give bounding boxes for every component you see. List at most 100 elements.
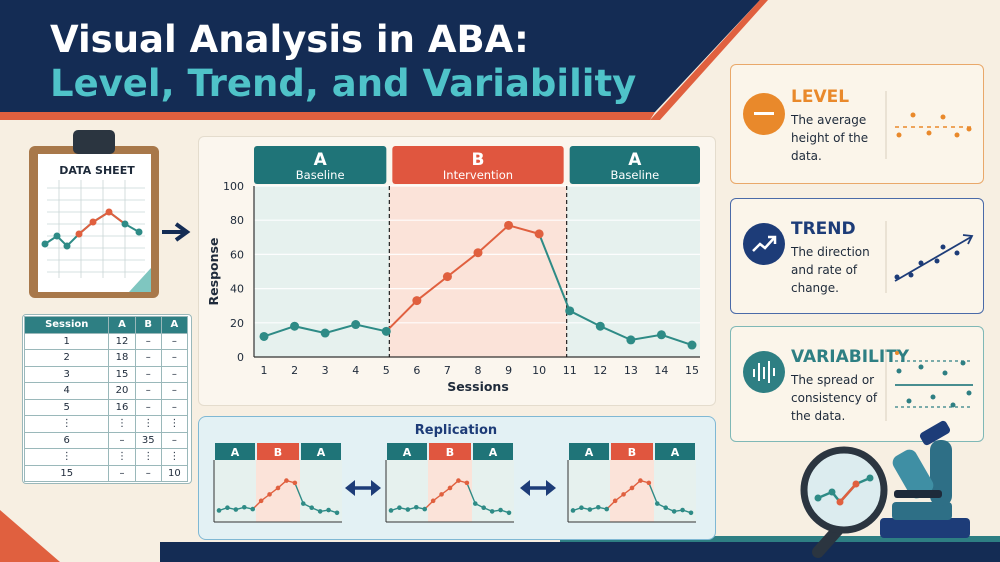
data-point (290, 321, 300, 331)
x-tick-label: 13 (624, 364, 638, 377)
table-cell: 10 (160, 464, 189, 482)
table-cell: – (134, 349, 162, 367)
mini-data-point (456, 478, 461, 483)
data-point (595, 321, 605, 331)
mini-data-point (464, 480, 470, 486)
x-tick-label: 7 (444, 364, 451, 377)
main-chart: ABaselineBInterventionABaseline020406080… (206, 146, 700, 394)
mini-phase-label: B (628, 446, 636, 459)
data-point (656, 330, 666, 340)
mini-data-point (489, 509, 495, 514)
x-tick-label: 2 (291, 364, 298, 377)
data-table: Session A B A 1 12– –2 18– –3 15– –4 20– –5 16– – ⋮ ⋮ ⋮ ⋮… (23, 316, 189, 482)
y-axis-label: Response (206, 238, 221, 306)
phase-connector-line (538, 233, 571, 312)
table-header-cell: A (108, 316, 136, 334)
double-arrow-head-right (546, 480, 556, 496)
mini-phase-label: A (403, 446, 412, 459)
table-cell: – (134, 464, 162, 482)
table-cell: – (108, 464, 136, 482)
data-point (320, 328, 330, 338)
mini-data-point (233, 507, 239, 512)
table-cell: ⋮ (134, 448, 162, 466)
mini-data-point (663, 505, 669, 511)
table-cell: ⋮ (23, 415, 110, 433)
table-cell: 20 (108, 382, 136, 400)
table-cell: – (160, 398, 189, 416)
phase-connector-line (385, 299, 418, 333)
table-cell: – (108, 431, 136, 449)
x-tick-label: 10 (532, 364, 546, 377)
x-tick-label: 1 (261, 364, 268, 377)
data-point (534, 229, 544, 239)
data-point (412, 296, 422, 306)
phase-a1-label: Baseline (296, 168, 345, 182)
table-cell: ⋮ (23, 448, 110, 466)
double-arrow-icon (520, 480, 556, 496)
y-tick-label: 40 (230, 283, 244, 296)
trend-card: TREND The direction and rate of change. (730, 198, 984, 314)
phase-a2-background (566, 186, 700, 357)
double-arrow-icon (345, 480, 381, 496)
table-cell: 16 (108, 398, 136, 416)
table-cell: ⋮ (108, 448, 136, 466)
table-cell: – (134, 398, 162, 416)
data-table-panel: Session A B A 1 12– –2 18– –3 15– –4 20– –5 16– – ⋮ ⋮ ⋮ ⋮… (22, 314, 192, 484)
mini-phase-header (215, 443, 255, 460)
mini-data-point (216, 508, 222, 513)
mini-data-point (317, 509, 323, 514)
table-row: 2 18– – (23, 349, 189, 367)
mini-data-point (621, 492, 626, 497)
table-cell: – (160, 349, 189, 367)
mini-phase-header (569, 443, 609, 460)
mini-phase-header (655, 443, 695, 460)
trend-line-icon (885, 221, 974, 293)
table-cell: 15 (108, 365, 136, 383)
x-tick-label: 15 (685, 364, 699, 377)
phase-a1-letter: A (314, 150, 328, 170)
y-tick-label: 80 (230, 214, 244, 227)
bottom-decoration (0, 510, 1000, 562)
double-arrow-head-left (520, 480, 530, 496)
mini-phase-background (568, 460, 610, 522)
variability-dots-icon (885, 349, 973, 421)
table-cell: – (160, 332, 189, 350)
mini-data-point (447, 485, 453, 491)
table-cell: 12 (108, 332, 136, 350)
table-row: 4 20– – (23, 382, 189, 400)
x-tick-label: 8 (475, 364, 482, 377)
magnifier-microscope-illustration (800, 420, 970, 558)
mini-phase-background (214, 460, 256, 522)
table-cell: ⋮ (160, 415, 189, 433)
table-row: 1 12– – (23, 332, 189, 350)
data-point (473, 248, 483, 258)
mini-phase-label: B (274, 446, 282, 459)
phase-b-background (389, 186, 567, 357)
mini-data-point (275, 485, 281, 491)
variability-title: VARIABILITY (791, 347, 910, 367)
x-tick-label: 4 (352, 364, 359, 377)
mini-phase-background (386, 460, 428, 522)
mini-data-point (506, 510, 512, 516)
mini-data-point (680, 507, 685, 513)
table-cell: – (160, 431, 189, 449)
right-arrow-icon (162, 222, 191, 242)
mini-data-point (258, 498, 264, 504)
table-cell: – (160, 382, 189, 400)
table-row: ⋮ ⋮ ⋮ ⋮ (23, 448, 189, 466)
phase-a2-header (569, 146, 700, 184)
table-cell: 6 (23, 431, 110, 449)
double-arrow-head-left (345, 480, 355, 496)
level-description: The average height of the data. (791, 113, 869, 163)
phase-b-header (392, 146, 564, 184)
x-tick-label: 11 (563, 364, 577, 377)
table-row: ⋮ ⋮ ⋮ ⋮ (23, 415, 189, 433)
mini-data-point (397, 505, 402, 511)
x-tick-label: 5 (383, 364, 390, 377)
x-tick-label: 9 (505, 364, 512, 377)
mini-data-point (326, 507, 331, 513)
mini-phase-label: A (231, 446, 240, 459)
data-point (565, 306, 575, 316)
